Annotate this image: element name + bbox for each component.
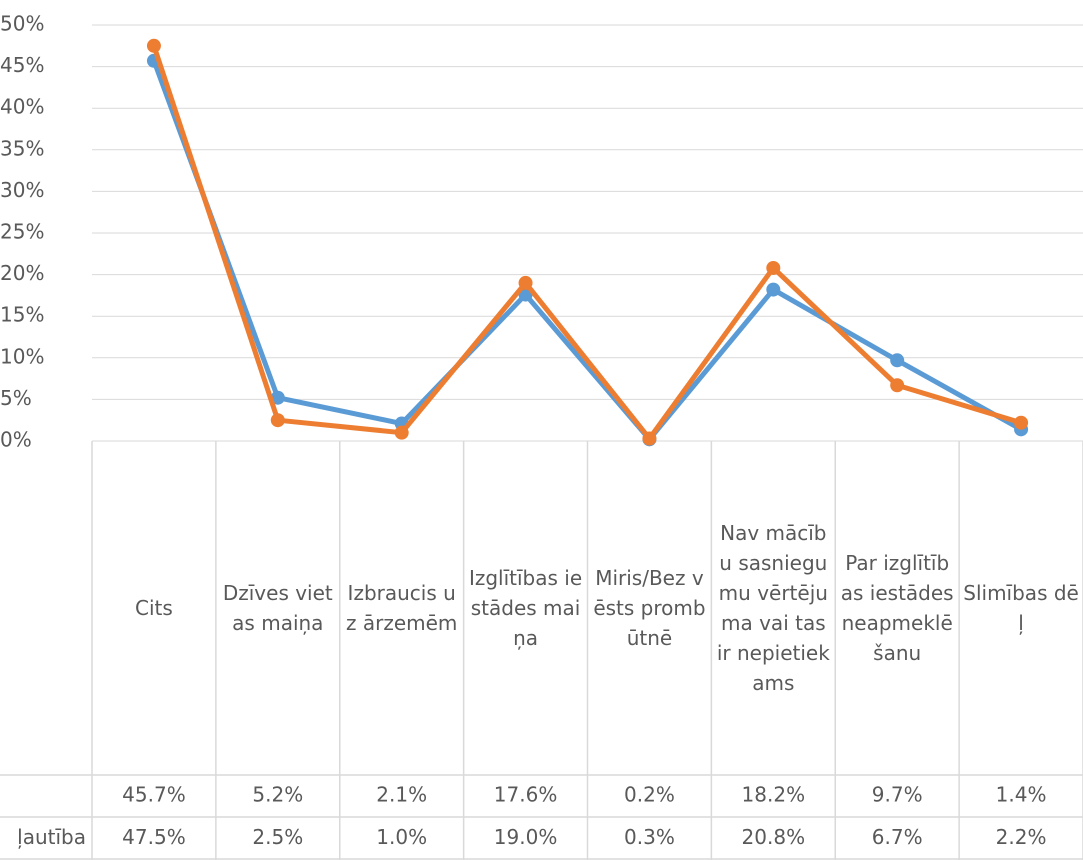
y-tick-label: 5% xyxy=(0,386,32,410)
point xyxy=(642,431,657,446)
series-line xyxy=(151,45,1022,442)
category-label: Dzīves vietas maiņa xyxy=(222,581,333,635)
point xyxy=(766,260,781,275)
table-value: 18.2% xyxy=(742,783,806,807)
y-tick-label: 50% xyxy=(0,12,44,36)
series-line xyxy=(151,59,1023,442)
category-label: Miris/Bez vēsts prombūtnē xyxy=(593,566,706,650)
y-tick-label: 10% xyxy=(0,344,44,368)
table-value: 45.7% xyxy=(122,783,186,807)
point xyxy=(766,282,781,297)
category-label: Cits xyxy=(135,596,173,620)
table-value: 19.0% xyxy=(494,825,558,849)
category-label: Nav mācību sasniegumu vērtējuma vai tas … xyxy=(716,521,830,695)
y-tick-label: 35% xyxy=(0,136,44,160)
y-tick-label: 0% xyxy=(0,428,32,452)
table-value: 17.6% xyxy=(494,783,558,807)
category-label: Par izglītības iestādes neapmeklēšanu xyxy=(840,551,954,665)
table-value: 6.7% xyxy=(872,825,923,849)
series-name: ļautība xyxy=(17,825,86,849)
point xyxy=(270,390,285,405)
y-tick-label: 45% xyxy=(0,53,44,77)
y-tick-label: 40% xyxy=(0,95,44,119)
table-value: 2.1% xyxy=(376,783,427,807)
table-value: 1.0% xyxy=(376,825,427,849)
y-tick-label: 30% xyxy=(0,178,44,202)
point xyxy=(394,425,409,440)
point xyxy=(890,353,905,368)
table-value: 5.2% xyxy=(252,783,303,807)
category-label: Slimības dēļ xyxy=(963,581,1079,635)
category-label: Izglītības iestādes maiņa xyxy=(468,566,583,650)
point xyxy=(890,378,905,393)
point xyxy=(518,275,533,290)
table-value: 20.8% xyxy=(742,825,806,849)
table-value: 47.5% xyxy=(122,825,186,849)
table-value: 2.5% xyxy=(252,825,303,849)
table-value: 2.2% xyxy=(996,825,1047,849)
table-value: 0.2% xyxy=(624,783,675,807)
y-tick-label: 15% xyxy=(0,303,44,327)
y-tick-label: 20% xyxy=(0,261,44,285)
table-value: 0.3% xyxy=(624,825,675,849)
point xyxy=(146,38,161,53)
y-tick-label: 25% xyxy=(0,220,44,244)
table-value: 9.7% xyxy=(872,783,923,807)
point xyxy=(1014,415,1029,430)
category-label: Izbraucis uz ārzemēm xyxy=(345,581,458,635)
point xyxy=(270,413,285,428)
table-value: 1.4% xyxy=(996,783,1047,807)
